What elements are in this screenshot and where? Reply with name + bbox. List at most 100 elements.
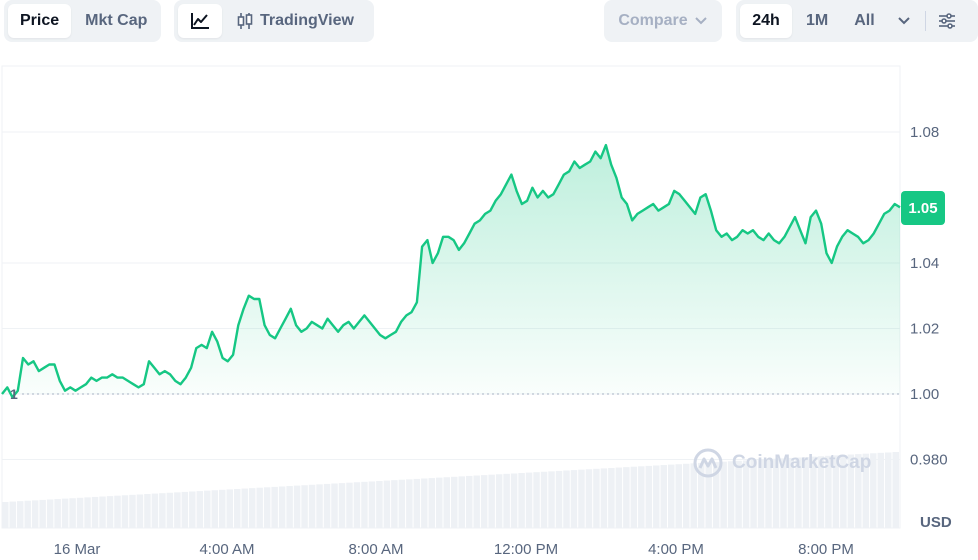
volume-bar [76, 497, 84, 528]
x-tick-label: 4:00 PM [648, 541, 704, 558]
volume-bar [421, 478, 428, 528]
volume-bar [802, 457, 810, 528]
volume-bar [712, 462, 720, 528]
volume-bar [787, 457, 795, 528]
volume-bar [219, 489, 226, 528]
volume-bar [308, 484, 316, 528]
volume-bar [473, 475, 480, 528]
volume-bar [241, 488, 248, 528]
volume-bar [376, 481, 383, 528]
volume-bar [705, 462, 712, 528]
volume-bar [61, 498, 69, 528]
volume-bar [16, 501, 24, 528]
volume-bar [540, 471, 548, 528]
volume-bar [735, 460, 742, 528]
volume-bar [548, 471, 555, 528]
chevron-down-icon [897, 16, 911, 26]
volume-bar [892, 452, 899, 528]
volume-bar [810, 456, 817, 528]
volume-bar [144, 494, 151, 528]
volume-bar [503, 473, 510, 528]
volume-bar [69, 498, 76, 528]
volume-bar [570, 470, 578, 528]
x-tick-label: 8:00 PM [798, 541, 854, 558]
volume-bar [877, 452, 885, 528]
volume-bar [24, 500, 31, 528]
line-chart-icon [190, 12, 210, 30]
volume-bar [211, 490, 219, 528]
volume-bar [525, 472, 533, 528]
volume-bar [31, 500, 39, 528]
volume-bar [653, 465, 660, 528]
volume-bar [563, 470, 570, 528]
range-1m[interactable]: 1M [806, 12, 829, 29]
volume-bar [54, 499, 61, 528]
volume-bar [697, 462, 705, 528]
volume-bar [391, 480, 398, 528]
coinmarketcap-watermark: CoinMarketCap [692, 447, 871, 479]
volume-bar [578, 469, 585, 528]
volume-bar [189, 491, 196, 528]
price-area [2, 145, 900, 398]
volume-bar [533, 472, 540, 528]
volume-bar [742, 460, 750, 528]
volume-bar [121, 495, 129, 528]
y-tick-label: 1.04 [910, 255, 939, 272]
compare-button[interactable]: Compare [606, 4, 719, 38]
volume-bar [293, 485, 301, 528]
volume-bar [623, 467, 630, 528]
volume-bar [166, 492, 174, 528]
volume-bar [840, 454, 847, 528]
range-all[interactable]: All [854, 12, 875, 29]
range-24h[interactable]: 24h [740, 4, 792, 38]
chevron-down-icon [694, 16, 708, 26]
range-more-button[interactable] [889, 4, 919, 38]
y-tick-label: 1.08 [910, 124, 939, 141]
x-tick-label: 8:00 AM [348, 541, 403, 558]
volume-bar [2, 502, 9, 528]
tradingview-button[interactable]: TradingView [224, 4, 366, 38]
compare-dropdown[interactable]: Compare [604, 0, 722, 42]
volume-bar [600, 468, 608, 528]
volume-bar [832, 455, 840, 528]
volume-bar [795, 457, 802, 528]
volume-bar [885, 452, 892, 528]
volume-bar [406, 479, 413, 528]
volume-bar [451, 476, 458, 528]
tradingview-label: TradingView [260, 12, 354, 29]
settings-button[interactable] [932, 4, 962, 38]
volume-bar [316, 484, 323, 528]
x-tick-label: 12:00 PM [494, 541, 558, 558]
volume-bar [593, 468, 600, 528]
volume-bar [488, 474, 495, 528]
volume-bar [413, 478, 421, 528]
tab-mkt-cap[interactable]: Mkt Cap [85, 12, 148, 29]
volume-bar [750, 460, 757, 528]
volume-bar [682, 463, 690, 528]
volume-bar [256, 487, 263, 528]
chart-tools: TradingView [174, 0, 374, 42]
volume-bar [233, 488, 241, 528]
tab-price[interactable]: Price [8, 4, 72, 38]
volume-bar [480, 475, 488, 528]
volume-bar [271, 486, 278, 528]
volume-bar [870, 453, 877, 528]
volume-bar [780, 458, 787, 528]
volume-bar [368, 481, 376, 528]
volume-bar [91, 496, 99, 528]
current-price-badge: 1.05 [901, 191, 945, 225]
line-chart-button[interactable] [178, 4, 222, 38]
volume-bar [428, 478, 436, 528]
volume-bar [675, 464, 682, 528]
volume-bar [660, 465, 668, 528]
volume-bar [398, 479, 406, 528]
volume-bar [630, 466, 638, 528]
volume-bar [278, 486, 286, 528]
volume-bar [323, 483, 331, 528]
volume-bar [338, 483, 346, 528]
volume-bar [301, 485, 308, 528]
volume-bar [720, 461, 727, 528]
baseline-label: 1 [10, 386, 18, 402]
volume-bar [855, 454, 862, 528]
